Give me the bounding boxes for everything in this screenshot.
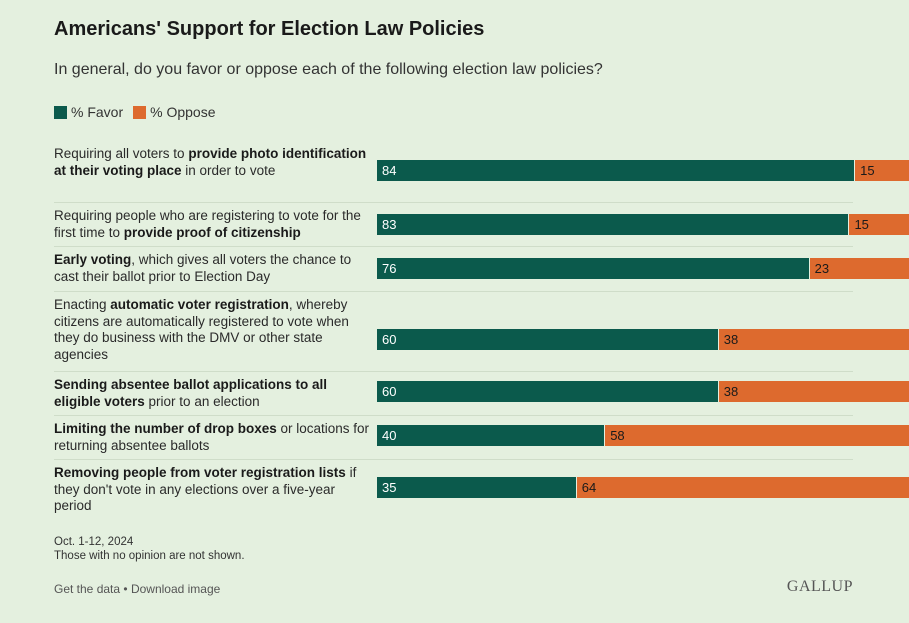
bar-label-oppose: 15 <box>854 217 869 232</box>
footer-links: Get the data • Download image <box>54 582 220 596</box>
bar-oppose: 58 <box>605 425 909 446</box>
no-opinion-note: Those with no opinion are not shown. <box>54 550 245 562</box>
bar-label-favor: 76 <box>382 261 397 276</box>
chart-title: Americans' Support for Election Law Poli… <box>54 18 485 40</box>
bar-favor: 60 <box>377 329 718 350</box>
bar-label-oppose: 38 <box>723 332 739 347</box>
footnote: Oct. 1-12, 2024 Those with no opinion ar… <box>54 535 245 563</box>
bar-favor: 60 <box>377 381 718 402</box>
bar-favor: 35 <box>377 477 576 498</box>
bar-label-oppose: 58 <box>610 428 625 443</box>
bar-favor: 76 <box>377 258 809 279</box>
legend-label-oppose: % Oppose <box>150 104 216 120</box>
bar-label-favor: 40 <box>382 428 397 443</box>
bar-label-favor: 60 <box>382 332 397 347</box>
bar-oppose: 23 <box>809 258 909 279</box>
legend-swatch-favor <box>54 105 67 119</box>
category-label: Requiring all voters to provide photo id… <box>54 146 367 178</box>
bar-oppose: 64 <box>576 477 909 498</box>
bar-label-favor: 84 <box>382 163 397 178</box>
chart-row: Enacting automatic voter registration, w… <box>54 291 909 372</box>
bar-label-favor: 83 <box>382 217 397 232</box>
category-label: Limiting the number of drop boxes or loc… <box>54 421 370 453</box>
chart-row: Early voting, which gives all voters the… <box>54 246 909 292</box>
legend-item-favor: % Favor <box>54 104 123 120</box>
bar-label-oppose: 38 <box>723 384 739 399</box>
legend-swatch-oppose <box>133 105 147 119</box>
bar-favor: 83 <box>377 214 849 235</box>
bar-favor: 84 <box>377 160 855 181</box>
chart-row: Sending absentee ballot applications to … <box>54 371 909 416</box>
bar-favor: 40 <box>377 425 605 446</box>
category-label: Early voting, which gives all voters the… <box>54 252 352 284</box>
get-data-link[interactable]: Get the data <box>54 582 121 596</box>
category-label: Removing people from voter registration … <box>54 465 357 513</box>
legend: % Favor % Oppose <box>54 104 226 120</box>
bar-label-favor: 60 <box>382 384 397 399</box>
chart-row: Removing people from voter registration … <box>54 459 909 514</box>
bar-label-oppose: 15 <box>860 163 875 178</box>
chart-subtitle: In general, do you favor or oppose each … <box>54 61 603 78</box>
chart-row: Limiting the number of drop boxes or loc… <box>54 415 909 460</box>
bar-oppose: 38 <box>718 381 909 402</box>
link-separator: • <box>123 582 128 596</box>
bar-oppose: 15 <box>849 214 909 235</box>
bar-oppose: 38 <box>718 329 909 350</box>
category-label: Requiring people who are registering to … <box>54 208 361 240</box>
download-image-link[interactable]: Download image <box>130 582 221 596</box>
legend-label-favor: % Favor <box>71 104 124 120</box>
chart-row: Requiring people who are registering to … <box>54 202 909 247</box>
legend-item-oppose: % Oppose <box>133 104 216 120</box>
gallup-logo: GALLUP <box>786 578 853 595</box>
survey-date: Oct. 1-12, 2024 <box>54 536 134 548</box>
category-label: Sending absentee ballot applications to … <box>54 377 328 409</box>
category-label: Enacting automatic voter registration, w… <box>54 297 349 362</box>
bar-oppose: 15 <box>855 160 909 181</box>
bar-label-oppose: 64 <box>581 480 597 495</box>
chart-row: Requiring all voters to provide photo id… <box>54 140 909 203</box>
bar-label-oppose: 23 <box>814 261 830 276</box>
bar-label-favor: 35 <box>382 480 397 495</box>
